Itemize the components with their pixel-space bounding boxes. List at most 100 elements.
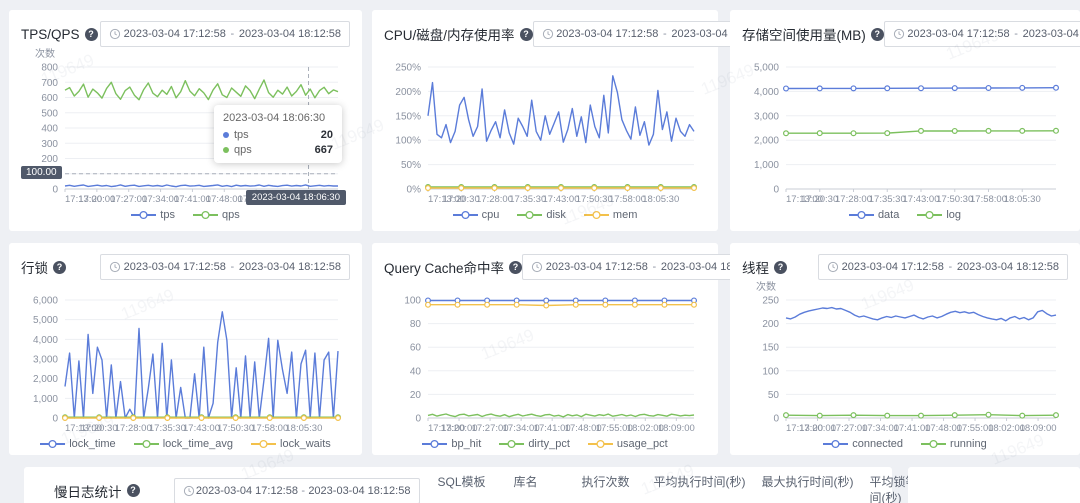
- svg-text:1,000: 1,000: [33, 394, 58, 405]
- svg-text:150: 150: [762, 343, 779, 354]
- range-start: 2023-03-04 17:12:58: [123, 261, 226, 273]
- legend-marker: [422, 439, 448, 449]
- svg-text:0: 0: [415, 414, 421, 425]
- y-axis-unit: 次数: [35, 49, 55, 60]
- chart-query-cache[interactable]: 0 20 40 60 80 100 17:13:00 17:20:00 17:27:00 17:3…: [384, 294, 706, 435]
- svg-text:250: 250: [762, 296, 779, 307]
- legend-item-connected[interactable]: connected: [823, 438, 903, 450]
- svg-text:17:13:00: 17:13:00: [786, 423, 823, 434]
- legend-label: tps: [160, 209, 175, 221]
- range-separator: -: [1014, 28, 1018, 40]
- tooltip-series-value: 20: [320, 129, 333, 141]
- legend-label: bp_hit: [451, 438, 482, 450]
- chart-storage[interactable]: 0 1,000 2,000 3,000 4,000 5,000 17:13:00 17:20:…: [742, 61, 1068, 206]
- legend-item-lock_time[interactable]: lock_time: [40, 438, 116, 450]
- svg-text:0: 0: [52, 414, 58, 425]
- range-separator: -: [230, 261, 235, 273]
- svg-text:100%: 100%: [395, 136, 421, 147]
- legend-item-bp_hit[interactable]: bp_hit: [422, 438, 481, 450]
- legend-item-usage_pct[interactable]: usage_pct: [587, 438, 668, 450]
- range-separator: -: [948, 261, 953, 273]
- date-range-picker[interactable]: 2023-03-04 17:12:58 - 2023-03-04 18:12:5…: [100, 254, 350, 280]
- legend-label: connected: [852, 438, 904, 450]
- legend-item-tps[interactable]: tps: [131, 209, 175, 221]
- legend-label: data: [877, 209, 900, 221]
- legend-item-mem[interactable]: mem: [583, 209, 637, 221]
- legend-item-running[interactable]: running: [921, 438, 987, 450]
- svg-text:17:34:00: 17:34:00: [142, 194, 179, 205]
- legend-item-lock_waits[interactable]: lock_waits: [251, 438, 331, 450]
- date-range-picker[interactable]: 2023-03-04 17:12:58 - 2023-03-04 18:12:5…: [100, 21, 350, 47]
- legend-item-qps[interactable]: qps: [192, 209, 240, 221]
- tooltip-series-name: tps: [234, 129, 249, 141]
- svg-text:17:20:30: 17:20:30: [801, 194, 838, 205]
- help-icon[interactable]: [509, 260, 523, 274]
- range-start: 2023-03-04 17:12:58: [556, 28, 659, 40]
- svg-text:17:28:00: 17:28:00: [476, 194, 513, 205]
- range-start: 2023-03-04 17:12:58: [841, 261, 944, 273]
- range-end: 2023-03-04 18:12:58: [238, 28, 341, 40]
- clock-icon: [827, 261, 839, 273]
- legend-item-log[interactable]: log: [917, 209, 961, 221]
- tooltip-series-value: 667: [314, 144, 333, 156]
- chart-threads[interactable]: 0 50 100 150 200 250 17:13:00 17:20:00 17:27:00 1…: [742, 294, 1068, 435]
- legend-marker: [499, 439, 525, 449]
- help-icon[interactable]: [774, 260, 787, 274]
- svg-text:17:55:00: 17:55:00: [596, 423, 633, 434]
- svg-text:18:02:00: 18:02:00: [627, 423, 664, 434]
- chart-svg: 0 20 40 60 80 100 17:13:0017:20:0017:27:0017:3…: [404, 296, 698, 434]
- chart-legend: bp_hit dirty_pct usage_pct: [384, 438, 706, 450]
- legend-marker: [452, 210, 478, 220]
- legend-item-dirty_pct[interactable]: dirty_pct: [499, 438, 570, 450]
- tooltip-row: tps 20: [223, 129, 333, 141]
- svg-text:200%: 200%: [395, 87, 421, 98]
- svg-text:40: 40: [410, 366, 422, 377]
- legend-marker: [823, 439, 849, 449]
- chart-svg: 01,0002,0003,0004,0005,0006,00017:13:001…: [33, 296, 342, 434]
- svg-text:17:34:00: 17:34:00: [862, 423, 899, 434]
- svg-text:17:13:00: 17:13:00: [428, 194, 465, 205]
- chart-row-lock[interactable]: 0 1,000 2,000 3,000 4,000 5,000 6,000 17:13:00 1…: [21, 294, 350, 435]
- chart-legend: tps qps: [21, 209, 350, 221]
- panel-slowlog: 慢日志统计 2023-03-04 17:12:58 - 2023-03-04 1…: [24, 467, 1032, 503]
- clock-icon: [542, 28, 553, 40]
- panel-title: 存储空间使用量(MB): [742, 28, 866, 43]
- panel-title: 行锁: [21, 261, 48, 276]
- y-axis-pointer-label: 100.00: [21, 165, 62, 179]
- legend-marker: [583, 210, 609, 220]
- legend-label: lock_time: [69, 438, 116, 450]
- column-header-sql-template: SQL模板: [437, 475, 486, 489]
- help-icon[interactable]: [84, 27, 98, 41]
- chart-svg: 0 1,000 2,000 3,000 4,000 5,000 17:13:0017:20:…: [754, 63, 1060, 205]
- help-icon[interactable]: [53, 260, 66, 274]
- clock-icon: [183, 485, 194, 496]
- help-icon[interactable]: [126, 484, 140, 498]
- svg-text:100: 100: [404, 296, 421, 307]
- chart-cpu-disk-mem[interactable]: 0% 50% 100% 150% 200% 250% 17:13:00 17:20:30 17:…: [384, 61, 706, 206]
- range-end: 2023-03-04 18:12:58: [308, 484, 411, 497]
- svg-text:17:50:30: 17:50:30: [936, 194, 973, 205]
- legend-item-lock_time_avg[interactable]: lock_time_avg: [133, 438, 233, 450]
- legend-item-data[interactable]: data: [848, 209, 900, 221]
- svg-text:0%: 0%: [407, 185, 422, 196]
- svg-text:60: 60: [410, 343, 422, 354]
- legend-item-disk[interactable]: disk: [517, 209, 566, 221]
- help-icon[interactable]: [519, 27, 533, 41]
- svg-text:17:28:00: 17:28:00: [835, 194, 872, 205]
- date-range-picker[interactable]: 2023-03-04 17:12:58 - 2023-03-04 18:12:5…: [883, 21, 1080, 47]
- date-range-picker[interactable]: 2023-03-04 17:12:58 - 2023-03-04 18:12:5…: [173, 477, 420, 503]
- legend-item-cpu[interactable]: cpu: [452, 209, 499, 221]
- svg-text:200: 200: [41, 154, 58, 165]
- help-icon[interactable]: [870, 27, 884, 41]
- svg-text:17:34:00: 17:34:00: [503, 423, 540, 434]
- y-axis-unit: 次数: [756, 282, 776, 293]
- legend-label: dirty_pct: [528, 438, 570, 450]
- svg-text:5,000: 5,000: [33, 315, 58, 326]
- svg-text:17:41:00: 17:41:00: [894, 423, 931, 434]
- y-axis-unit: [398, 48, 706, 61]
- date-range-picker[interactable]: 2023-03-04 17:12:58 - 2023-03-04 18:12:5…: [818, 254, 1068, 280]
- legend-marker: [921, 439, 947, 449]
- tooltip-row: qps 667: [223, 144, 333, 156]
- chart-tps-qps[interactable]: 2023-03-04 18:06:30 tps 20 qps 667 01002…: [21, 61, 350, 206]
